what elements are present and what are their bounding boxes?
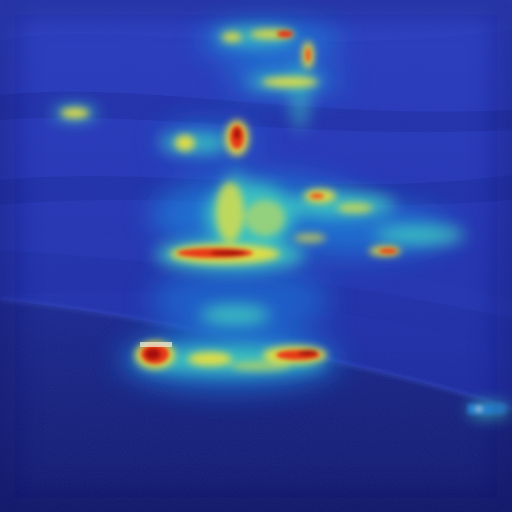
attention-peaks xyxy=(141,30,397,364)
attention-lower-right xyxy=(468,404,506,414)
structure-highlight xyxy=(140,342,172,347)
